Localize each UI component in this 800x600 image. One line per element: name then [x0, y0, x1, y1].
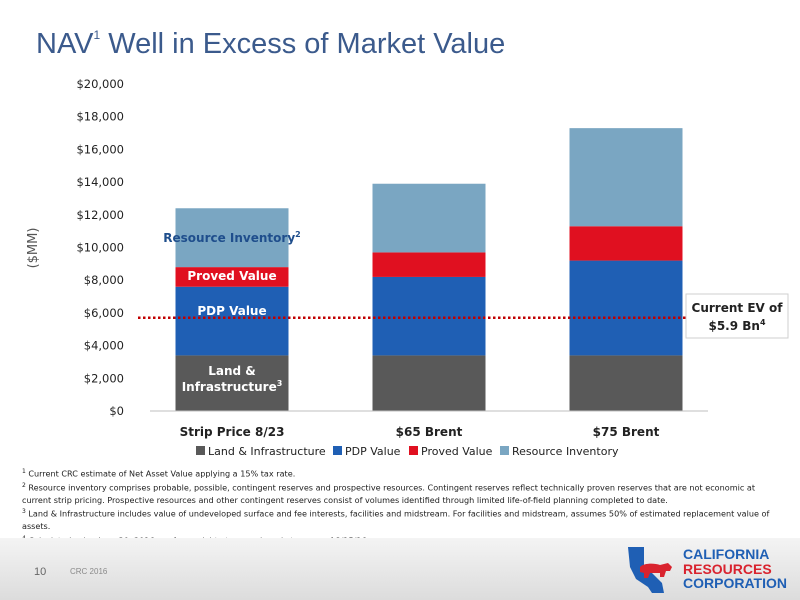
callout-value: $5.9 Bn: [708, 319, 759, 333]
stacked-bar-chart: $0 $2,000 $4,000 $6,000 $8,000 $10,000 $12,000…: [26, 77, 789, 458]
land-label-sup: 3: [277, 379, 283, 388]
bars: [175, 128, 683, 411]
callout-sup: 4: [760, 318, 766, 327]
legend-swatch: [409, 446, 418, 455]
bar-segment: [372, 355, 486, 411]
y-tick-label: $16,000: [76, 142, 124, 156]
footnote-3: 3 Land & Infrastructure includes value o…: [22, 508, 770, 532]
land-label-text: Infrastructure: [182, 380, 277, 394]
footnote-1: 1 Current CRC estimate of Net Asset Valu…: [22, 468, 296, 479]
bar-segment: [175, 355, 289, 411]
y-tick-label: $20,000: [76, 77, 124, 91]
logo-line-1: CALIFORNIA: [683, 546, 770, 562]
segment-labels: Land & Infrastructure3 PDP Value Proved …: [163, 230, 300, 394]
logo-line-3: CORPORATION: [683, 575, 787, 591]
legend-label: PDP Value: [345, 445, 401, 458]
legend-label: Land & Infrastructure: [208, 445, 326, 458]
logo-line-2: RESOURCES: [683, 560, 772, 577]
y-axis-title: ($MM): [26, 228, 41, 269]
y-tick-label: $2,000: [84, 371, 124, 385]
y-tick-label: $14,000: [76, 175, 124, 189]
bar-segment: [175, 286, 289, 356]
bar-segment: [175, 267, 289, 287]
footer-ticker: CRC 2016: [70, 567, 108, 576]
resource-label-text: Resource Inventory: [163, 231, 295, 245]
x-tick-label: $65 Brent: [396, 425, 463, 439]
resource-label-sup: 2: [295, 230, 301, 239]
y-tick-label: $0: [109, 404, 124, 418]
legend: Land & Infrastructure PDP Value Proved Val…: [196, 445, 619, 458]
legend-swatch: [196, 446, 205, 455]
land-label-line2: Infrastructure3: [182, 379, 283, 394]
bear-icon: [640, 563, 672, 578]
company-name: CALIFORNIA RESOURCES CORPORATION: [683, 547, 787, 591]
land-label-line1: Land &: [208, 364, 256, 378]
y-tick-label: $10,000: [76, 241, 124, 255]
pdp-label: PDP Value: [197, 304, 266, 318]
y-tick-label: $4,000: [84, 339, 124, 353]
y-tick-label: $8,000: [84, 273, 124, 287]
callout-line2: $5.9 Bn4: [708, 318, 765, 333]
x-tick-label: Strip Price 8/23: [180, 425, 285, 439]
page-number: 10: [34, 566, 47, 578]
callout-line1: Current EV of: [692, 301, 784, 315]
proved-label: Proved Value: [187, 269, 276, 283]
bar-segment: [175, 208, 289, 268]
bar-segment: [569, 355, 683, 411]
resource-label: Resource Inventory2: [163, 230, 300, 245]
legend-label: Resource Inventory: [512, 445, 619, 458]
page-title: NAV1 Well in Excess of Market Value: [36, 28, 506, 60]
bar-segment: [372, 252, 486, 277]
footnote-2: 2 Resource inventory comprises probable,…: [22, 481, 755, 505]
legend-swatch: [500, 446, 509, 455]
bar-segment: [372, 276, 486, 356]
bar-segment: [569, 226, 683, 261]
footnotes: 1 Current CRC estimate of Net Asset Valu…: [22, 466, 782, 547]
x-tick-label: $75 Brent: [593, 425, 660, 439]
y-tick-label: $12,000: [76, 208, 124, 222]
company-logo: [628, 547, 672, 593]
legend-swatch: [333, 446, 342, 455]
legend-label: Proved Value: [421, 445, 493, 458]
bar-segment: [372, 183, 486, 253]
y-axis-labels: $0 $2,000 $4,000 $6,000 $8,000 $10,000 $12,000…: [76, 77, 124, 418]
y-tick-label: $6,000: [84, 306, 124, 320]
current-ev-callout: Current EV of $5.9 Bn4: [685, 293, 789, 339]
bar-segment: [569, 260, 683, 356]
bar-segment: [569, 128, 683, 227]
y-tick-label: $18,000: [76, 110, 124, 124]
x-axis-labels: Strip Price 8/23 $65 Brent $75 Brent: [180, 425, 660, 439]
